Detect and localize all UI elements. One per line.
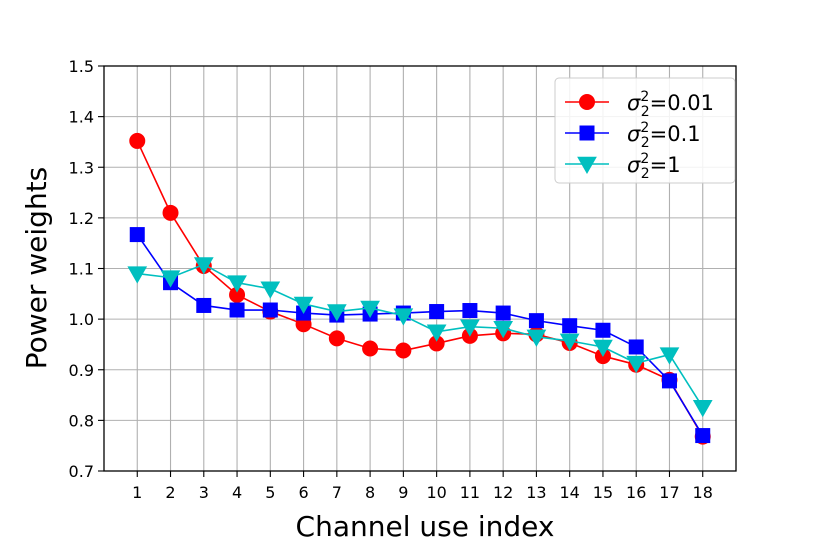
data-point xyxy=(193,257,214,275)
legend-label: σ2 2=0.1 xyxy=(627,120,701,151)
x-tick-label: 7 xyxy=(332,483,342,502)
x-tick-label: 8 xyxy=(365,483,375,502)
legend-label: σ2 2=1 xyxy=(627,151,681,182)
legend-box xyxy=(554,77,736,184)
y-tick-label: 0.7 xyxy=(69,462,94,481)
legend-entry: σ2 2=0.1 xyxy=(565,120,701,151)
data-point xyxy=(659,347,680,365)
data-point xyxy=(229,302,245,318)
x-tick-label: 17 xyxy=(659,483,679,502)
x-tick-label: 3 xyxy=(199,483,209,502)
data-point xyxy=(160,270,181,288)
series-2 xyxy=(129,227,711,444)
data-point xyxy=(462,303,478,319)
y-tick-label: 1.3 xyxy=(69,158,94,177)
legend-marker xyxy=(579,94,595,110)
y-tick-label: 1.1 xyxy=(69,260,94,279)
data-point xyxy=(328,330,345,347)
data-point xyxy=(162,204,179,221)
y-axis-title: Power weights xyxy=(20,167,53,370)
data-point xyxy=(129,132,146,149)
data-point xyxy=(362,340,379,357)
y-tick-label: 1.0 xyxy=(69,310,94,329)
data-point xyxy=(326,304,347,322)
x-tick-label: 1 xyxy=(132,483,142,502)
data-point xyxy=(393,308,414,326)
ticks: 1 2 3 4 5 6 7 8 9 10 11 12 13 14 15 16 17 180.70.80.91.01… xyxy=(69,57,713,502)
data-point xyxy=(526,329,547,347)
data-point xyxy=(429,304,445,320)
data-point xyxy=(493,320,514,339)
x-tick-label: 13 xyxy=(526,483,546,502)
x-axis-title: Channel use index xyxy=(296,510,555,543)
x-tick-label: 18 xyxy=(693,483,713,502)
x-tick-label: 15 xyxy=(593,483,613,502)
data-point xyxy=(628,339,644,355)
data-point xyxy=(127,266,148,284)
y-tick-label: 1.2 xyxy=(69,209,94,228)
y-tick-label: 1.4 xyxy=(69,108,94,127)
y-tick-label: 0.9 xyxy=(69,361,94,380)
legend-label: σ2 2=0.01 xyxy=(627,89,714,120)
x-tick-label: 4 xyxy=(232,483,242,502)
data-point xyxy=(595,322,611,338)
data-point xyxy=(460,319,480,337)
data-point xyxy=(559,333,580,351)
x-tick-label: 11 xyxy=(460,483,480,502)
data-point xyxy=(692,399,713,418)
y-tick-label: 1.5 xyxy=(69,57,94,76)
data-point xyxy=(495,305,511,321)
legend-marker xyxy=(579,125,595,141)
x-tick-label: 16 xyxy=(626,483,646,502)
data-point xyxy=(196,297,212,313)
y-tick-label: 0.8 xyxy=(69,411,94,430)
data-point xyxy=(262,302,278,318)
data-point xyxy=(426,324,447,342)
x-tick-label: 9 xyxy=(398,483,408,502)
x-tick-label: 5 xyxy=(265,483,275,502)
x-tick-label: 14 xyxy=(560,483,580,502)
data-point xyxy=(293,296,314,314)
x-tick-label: 10 xyxy=(426,483,446,502)
x-tick-label: 6 xyxy=(298,483,308,502)
data-point xyxy=(260,281,281,299)
data-point xyxy=(129,227,145,243)
data-point xyxy=(528,313,544,329)
x-tick-label: 12 xyxy=(493,483,513,502)
data-point xyxy=(395,342,412,359)
legend-entry: σ2 2=1 xyxy=(565,151,681,182)
data-point xyxy=(360,300,380,318)
data-point xyxy=(593,339,613,357)
data-point xyxy=(661,373,677,389)
legend-marker xyxy=(577,156,597,175)
x-tick-label: 2 xyxy=(165,483,175,502)
data-point xyxy=(562,318,578,334)
data-point xyxy=(626,355,647,374)
legend-entry: σ2 2=0.01 xyxy=(565,89,714,120)
series-3 xyxy=(127,257,713,418)
data-point xyxy=(227,275,247,293)
data-point xyxy=(695,428,711,444)
series-layer xyxy=(127,132,713,445)
